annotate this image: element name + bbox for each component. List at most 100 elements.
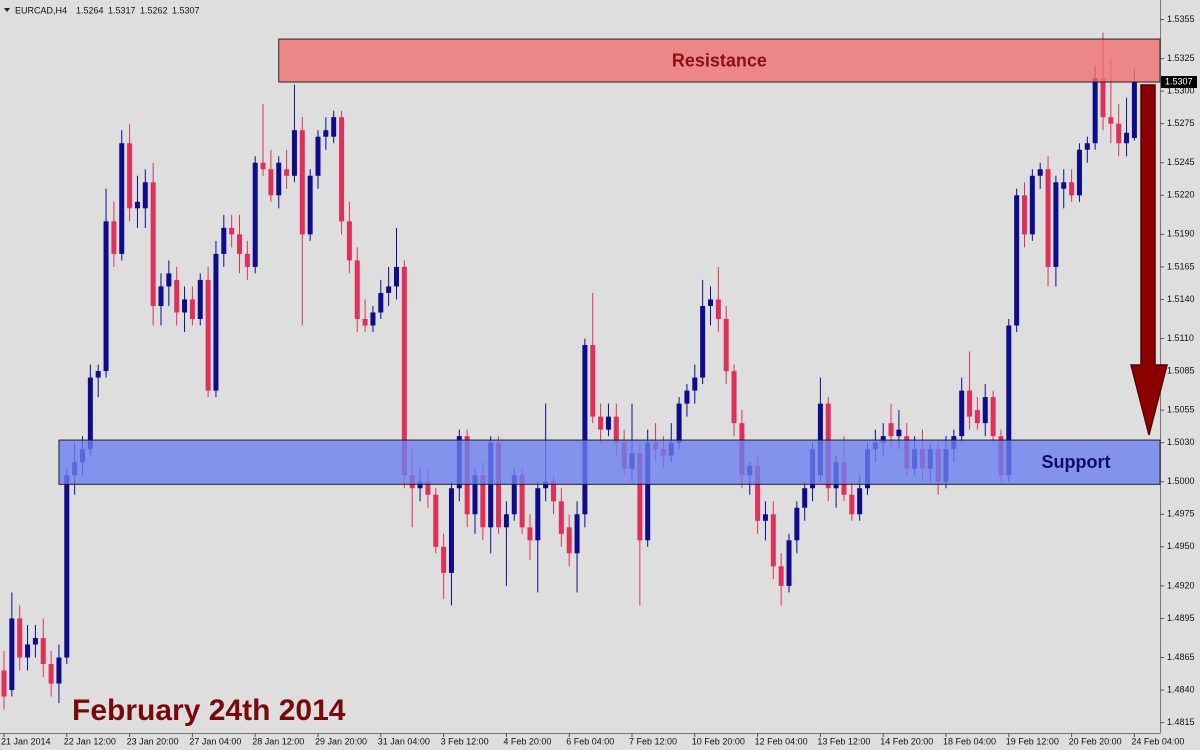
price-tag [1161,76,1197,89]
y-tick-label: 1.5140 [1167,294,1195,304]
candle-body [990,397,996,437]
candle-body [323,130,329,137]
candle-body [527,527,533,541]
candle-body [166,273,172,287]
zone-box [278,38,1161,83]
x-tick-label: 14 Feb 20:00 [880,736,933,746]
candle-body [237,234,242,254]
candle-body [1037,169,1043,176]
y-tick-label: 1.4950 [1167,541,1195,551]
header-open: 1.5264 [76,5,104,15]
header-close: 1.5307 [172,5,200,15]
x-tick-label: 28 Jan 12:00 [252,736,304,746]
candle-body [87,377,93,450]
chart-title: EURCAD,H4 [15,5,67,15]
price-label: 1.5307 [1161,76,1197,89]
candle-body [558,501,564,534]
menu-icon [4,8,10,12]
candle-body [252,162,258,267]
candle-body [755,466,761,521]
candle-body [370,312,376,326]
candle-body [40,637,46,664]
candle-body [496,442,502,528]
candle-body [543,481,549,489]
candle-body [982,397,988,424]
candle-body [331,117,337,137]
x-tick-label: 10 Feb 20:00 [692,736,745,746]
candle-body [731,371,737,424]
candle-body [229,227,235,235]
candle-body [1014,195,1020,326]
y-tick-label: 1.5300 [1167,86,1195,96]
candle-body [378,292,384,313]
x-tick-label: 23 Jan 20:00 [127,736,179,746]
candle-body [103,221,109,372]
candle-body [119,143,125,254]
candle-body [25,644,31,658]
candle-body [676,403,682,443]
candle-body [95,371,101,378]
candle-body [574,514,580,554]
candle-body [974,410,980,424]
candle-body [700,305,706,378]
candle-body [723,318,729,372]
candle-body [888,423,894,437]
candle-body [692,377,698,391]
zone-label: Support [1042,452,1111,472]
arrow-shape [1130,84,1168,436]
candle-body [1108,117,1114,124]
x-tick-label: 19 Feb 12:00 [1006,736,1059,746]
candle-body [174,279,180,313]
candle-body [480,475,486,528]
candle-body [1131,82,1137,139]
y-tick-label: 1.4920 [1167,580,1195,590]
candle-body [472,475,478,515]
candle-body [802,488,808,508]
candle-body [1006,325,1012,476]
zones: Resistance Support [58,38,1161,485]
y-tick-label: 1.4975 [1167,509,1195,519]
candle-body [142,182,148,209]
y-tick-label: 1.4865 [1167,652,1195,662]
candle-body [708,299,713,306]
candle-body [291,130,297,176]
candle-body [394,266,399,287]
y-tick-label: 1.4815 [1167,717,1195,727]
candle-body [778,566,784,586]
candle-body [276,162,282,196]
candle-body [150,182,156,306]
candle-body [307,175,313,235]
x-tick-label: 24 Feb 04:00 [1131,736,1184,746]
candle-body [1061,182,1067,189]
candle-body [213,253,219,391]
candle-body [9,618,15,691]
axes: 1.5355 1.5325 1.5300 1.5275 1.5245 1.5220 1.51… [1,14,1195,746]
candle-body [511,475,517,515]
candle-body [1069,182,1075,196]
candle-body [817,403,823,476]
x-tick-label: 22 Jan 12:00 [64,736,116,746]
candle-body [284,169,290,176]
candle-body [488,442,494,528]
x-tick-label: 20 Feb 20:00 [1069,736,1122,746]
y-tick-label: 1.5000 [1167,476,1195,486]
candle-body [417,481,423,489]
candle-body [441,546,447,573]
candle-body [339,117,345,222]
candle-body [64,475,70,658]
candle-body [637,453,643,541]
candle-body [362,318,368,326]
candle-body [221,227,227,254]
y-tick-label: 1.5220 [1167,190,1195,200]
candle-body [268,169,274,196]
y-tick-label: 1.5190 [1167,229,1195,239]
candle-body [1076,149,1082,196]
candle-body [762,514,768,521]
candle-body [1022,195,1027,235]
candle-body [48,663,54,684]
candle-body [857,488,863,515]
candle-body [535,488,541,541]
candle-body [134,201,140,209]
